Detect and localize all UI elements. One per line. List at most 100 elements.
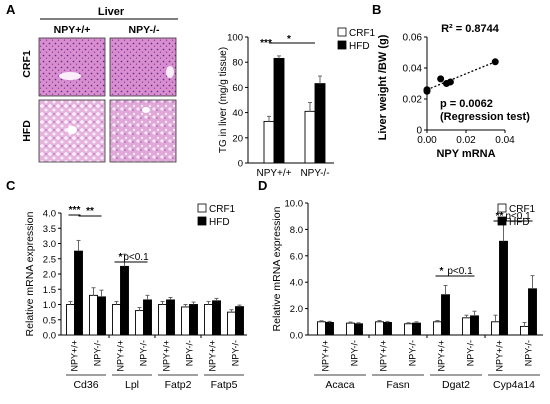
gene-label: Fatp5 [211, 379, 238, 391]
vessel-lumen [166, 66, 174, 78]
panel-label-c: C [6, 178, 16, 193]
y-tick-label: 40 [232, 108, 243, 119]
bar [135, 310, 144, 336]
bar [166, 299, 175, 336]
test-label: (Regression test) [440, 111, 530, 123]
bar [441, 294, 450, 336]
genotype-label: NPY-/- [139, 340, 149, 366]
bar [235, 306, 244, 336]
p-value-label: p = 0.0062 [440, 98, 493, 110]
bar [470, 315, 479, 336]
bar [325, 322, 334, 336]
y-tick-label: 0.0 [43, 331, 56, 342]
y-tick-label: 100 [227, 33, 243, 44]
legend-swatch [497, 203, 507, 213]
y-tick-label: 0.02 [403, 95, 423, 106]
y-tick-label: 2.0 [290, 304, 303, 315]
genotype-label: NPY+/+ [208, 340, 218, 372]
panel-label-b: B [372, 2, 382, 17]
x-tick-label: NPY-/- [300, 168, 329, 179]
y-tick-label: 3.5 [43, 224, 56, 235]
bar [317, 321, 326, 336]
legend-swatch [337, 27, 347, 37]
y-tick-label: 1.5 [43, 285, 56, 296]
y-tick-label: 3.0 [43, 239, 56, 250]
significance-marker: * [119, 252, 123, 263]
legend-swatch [337, 40, 347, 50]
r-squared-label: R² = 0.8744 [441, 23, 500, 35]
legend-label: HFD [509, 217, 530, 228]
genotype-label: NPY+/+ [116, 340, 126, 372]
genotype-label: NPY+/+ [437, 340, 447, 372]
bar [212, 300, 221, 336]
bar [462, 317, 471, 336]
bar [204, 304, 213, 336]
y-tick-label: 0 [416, 126, 422, 137]
histology-row-label: CRF1 [21, 50, 33, 78]
y-tick-label: 0.06 [403, 33, 423, 44]
histology-title: Liver [98, 6, 125, 18]
y-tick-label: 10.0 [285, 199, 304, 210]
bar [158, 304, 167, 336]
legend-label: CRF1 [209, 204, 236, 215]
gene-label: Dgat2 [442, 379, 470, 391]
y-tick-label: 8.0 [290, 225, 303, 236]
histology-col-label: NPY-/- [129, 24, 160, 36]
genotype-label: NPY-/- [524, 340, 534, 366]
scatter-point [423, 86, 431, 94]
bar [112, 304, 121, 336]
vessel-lumen [67, 126, 77, 134]
bar [433, 321, 442, 336]
scatter-point [437, 75, 445, 83]
y-tick-label: 4.0 [43, 209, 56, 220]
histology-panel: Liver NPY+/+ NPY-/- CRF1 HFD [21, 6, 178, 163]
y-tick-label: 0 [238, 159, 243, 170]
bar [304, 110, 316, 164]
bar [412, 322, 421, 336]
bar [227, 311, 236, 336]
bar [383, 322, 392, 336]
genotype-label: NPY-/- [408, 340, 418, 366]
y-tick-label: 4.0 [290, 278, 303, 289]
histology-col-label: NPY+/+ [54, 24, 91, 36]
scatter-point [446, 78, 454, 86]
genotype-label: NPY-/- [350, 340, 360, 366]
y-tick-label: 0.5 [43, 315, 56, 326]
y-axis-label: TG in liver (mg/g tissue) [218, 47, 229, 153]
x-tick-label: NPY+/+ [256, 168, 291, 179]
genotype-label: NPY+/+ [495, 340, 505, 372]
scatter-point [491, 58, 499, 66]
genotype-label: NPY+/+ [70, 340, 80, 372]
bar [528, 288, 537, 336]
significance-marker: * [287, 34, 291, 45]
bar [97, 296, 106, 336]
x-tick-label: 0.02 [456, 135, 476, 146]
gene-label: Fatp2 [165, 379, 192, 391]
y-tick-label: 20 [232, 133, 243, 144]
significance-marker: p<0.1 [447, 266, 473, 277]
bar [273, 57, 285, 164]
panel-label-d: D [258, 178, 268, 193]
bar [143, 299, 152, 336]
x-tick-label: 0.04 [495, 135, 515, 146]
chart-c: 0.0 0.5 1.0 1.5 2.0 2.5 3.0 3.5 4.0 Relative mRNA… [24, 203, 247, 391]
y-tick-label: 0.04 [403, 64, 423, 75]
legend-swatch [197, 203, 207, 213]
significance-marker: * [440, 266, 444, 277]
x-tick-label: 0.00 [417, 135, 437, 146]
vessel-lumen [59, 72, 81, 80]
legend-label: CRF1 [509, 204, 536, 215]
genotype-label: NPY+/+ [321, 340, 331, 372]
y-axis-label: Relative mRNA expression [271, 206, 283, 331]
y-tick-label: 1.0 [43, 300, 56, 311]
bar [263, 120, 275, 164]
significance-marker: *** [69, 205, 81, 216]
bar [314, 83, 326, 164]
y-tick-label: 6.0 [290, 251, 303, 262]
gene-label: Cd36 [73, 379, 98, 391]
genotype-label: NPY-/- [231, 340, 241, 366]
significance-marker: p<0.1 [123, 252, 149, 263]
panel-label-a: A [6, 2, 16, 17]
